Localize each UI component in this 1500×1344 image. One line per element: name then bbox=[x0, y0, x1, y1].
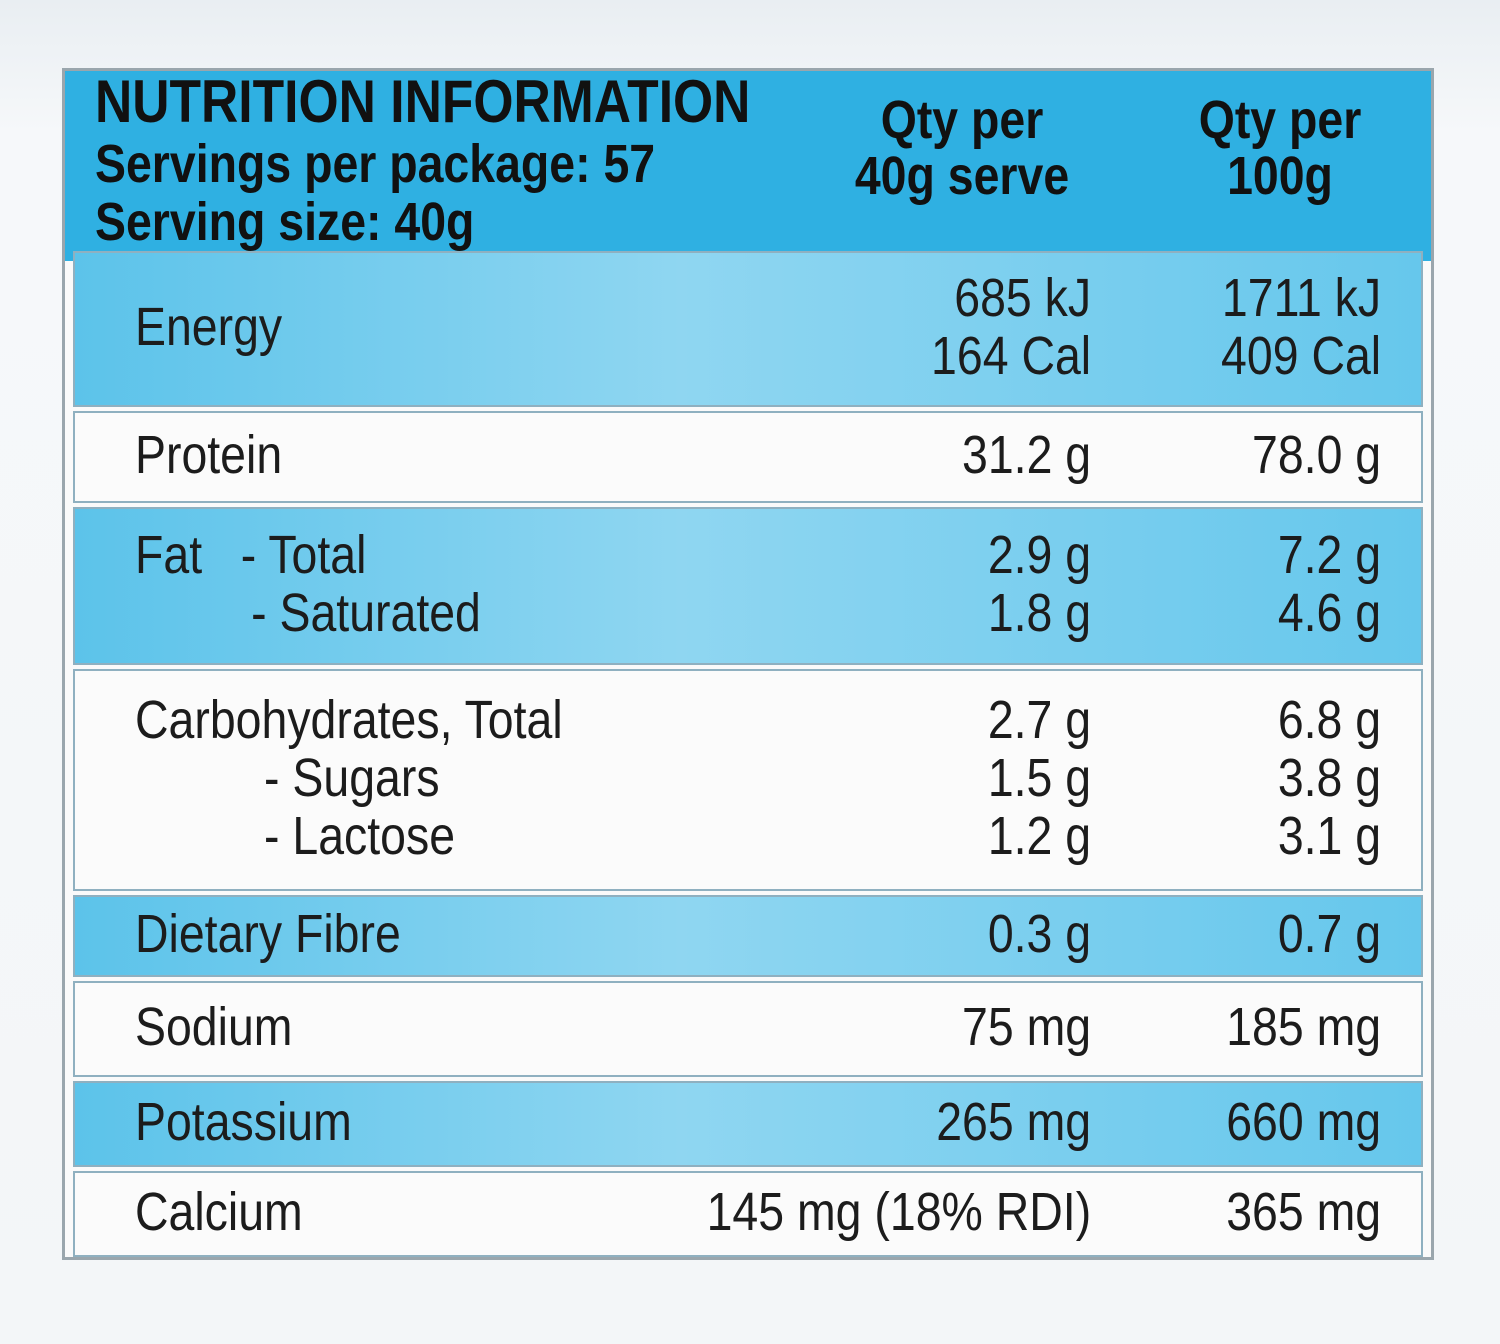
row-label: Dietary Fibre bbox=[135, 904, 401, 964]
per-serve-value: 1.8 g bbox=[987, 583, 1091, 643]
row-label: Calcium bbox=[135, 1182, 303, 1242]
table-row: Sodium 75 mg 185 mg bbox=[73, 981, 1423, 1077]
row-label: Fat - Total bbox=[135, 525, 367, 585]
column-header: Qty per bbox=[880, 90, 1044, 150]
column-header: 100g bbox=[1227, 146, 1333, 206]
per-100g-value: 365 mg bbox=[1226, 1182, 1381, 1242]
table-row: Protein 31.2 g 78.0 g bbox=[73, 411, 1423, 503]
per-100g-value: 4.6 g bbox=[1277, 583, 1381, 643]
row-label: - Lactose bbox=[135, 806, 456, 866]
row-label: - Saturated bbox=[135, 583, 481, 643]
row-label: Protein bbox=[135, 425, 283, 485]
per-100g-value: 409 Cal bbox=[1220, 326, 1381, 386]
column-header: Qty per bbox=[1198, 90, 1362, 150]
per-serve-value: 1.5 g bbox=[987, 748, 1091, 808]
per-serve-value: 31.2 g bbox=[961, 425, 1091, 485]
per-serve-value: 265 mg bbox=[936, 1092, 1091, 1152]
per-100g-value: 0.7 g bbox=[1277, 904, 1381, 964]
per-100g-value: 185 mg bbox=[1226, 997, 1381, 1057]
servings: Servings per package: 57 bbox=[95, 134, 656, 194]
per-100g-value: 3.8 g bbox=[1277, 748, 1381, 808]
per-100g-value: 78.0 g bbox=[1251, 425, 1381, 485]
table-row: Carbohydrates, Total - Sugars - Lactose 2… bbox=[73, 669, 1423, 891]
per-serve-value: 2.7 g bbox=[987, 690, 1091, 750]
per-100g-value: 7.2 g bbox=[1277, 525, 1381, 585]
per-serve-value: 0.3 g bbox=[987, 904, 1091, 964]
row-label: Carbohydrates, Total bbox=[135, 690, 563, 750]
table-row: Energy 685 kJ 164 Cal 1711 kJ 409 Cal bbox=[73, 251, 1423, 407]
per-serve-value: 75 mg bbox=[961, 997, 1091, 1057]
per-100g-value: 1711 kJ bbox=[1221, 268, 1381, 328]
table-row: Calcium 145 mg (18% RDI) 365 mg bbox=[73, 1171, 1423, 1257]
title: NUTRITION INFORMATION bbox=[95, 68, 751, 135]
per-100g-value: 6.8 g bbox=[1277, 690, 1381, 750]
serving-size: Serving size: 40g bbox=[95, 192, 475, 252]
per-100g-value: 3.1 g bbox=[1277, 806, 1381, 866]
row-label: Energy bbox=[135, 297, 283, 357]
nutrition-panel: NUTRITION INFORMATION Servings per packag… bbox=[62, 68, 1434, 1260]
per-serve-value: 685 kJ bbox=[954, 268, 1091, 328]
table-row: Potassium 265 mg 660 mg bbox=[73, 1081, 1423, 1167]
header: NUTRITION INFORMATION Servings per packag… bbox=[65, 71, 1431, 261]
per-serve-value: 145 mg (18% RDI) bbox=[706, 1182, 1091, 1242]
row-label: - Sugars bbox=[135, 748, 440, 808]
column-header: 40g serve bbox=[854, 146, 1070, 206]
row-label: Sodium bbox=[135, 997, 293, 1057]
per-100g-value: 660 mg bbox=[1226, 1092, 1381, 1152]
table-row: Dietary Fibre 0.3 g 0.7 g bbox=[73, 895, 1423, 977]
per-serve-value: 2.9 g bbox=[987, 525, 1091, 585]
table-row: Fat - Total - Saturated 2.9 g 1.8 g 7.2 g 4.… bbox=[73, 507, 1423, 665]
row-label: Potassium bbox=[135, 1092, 352, 1152]
per-serve-value: 164 Cal bbox=[930, 326, 1091, 386]
per-serve-value: 1.2 g bbox=[987, 806, 1091, 866]
